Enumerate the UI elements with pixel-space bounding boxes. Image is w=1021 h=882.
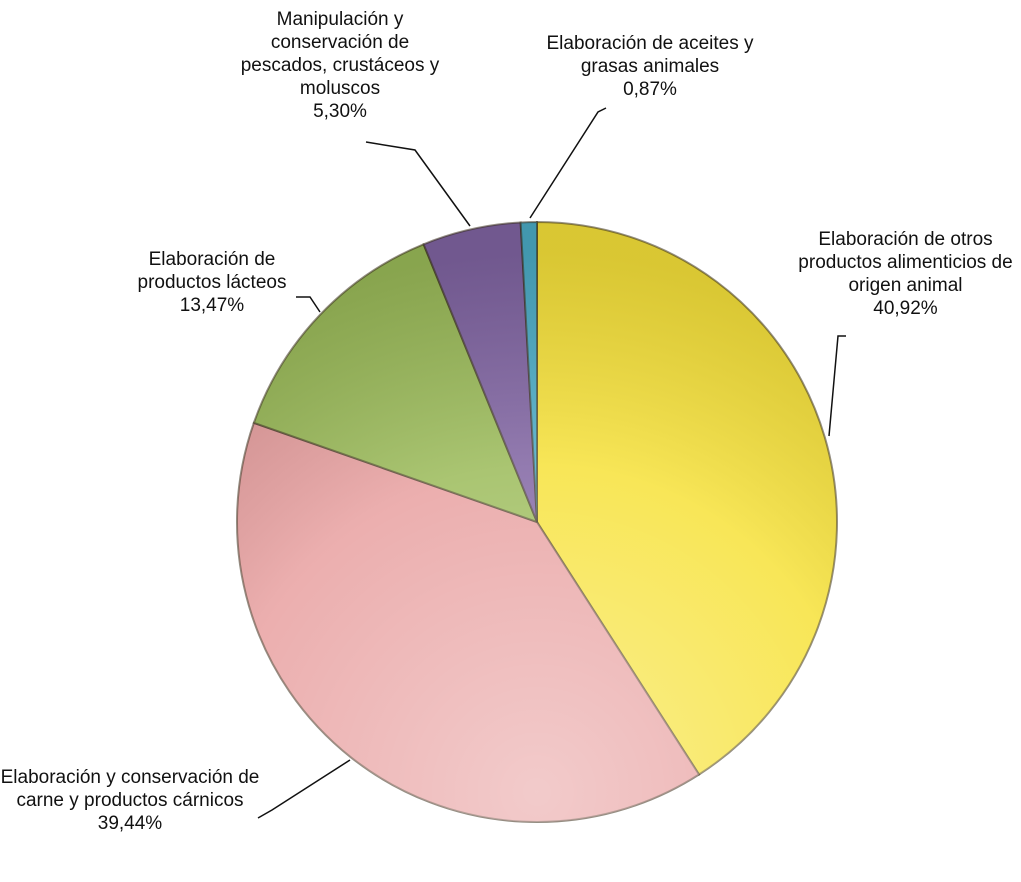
leader-line [365,141,471,227]
value-label: 40,92% [873,298,938,319]
leader-line [828,335,846,437]
slice-label: Elaboración de aceites y grasas animales… [525,32,775,101]
category-name: Elaboración de productos lácteos [137,249,287,293]
slice-label: Elaboración de otros productos alimentic… [788,228,1021,320]
value-label: 13,47% [179,295,245,316]
value-label: 5,30% [313,101,367,122]
value-label: 0,87% [623,79,677,100]
slice-label: Manipulación y conservación de pescados,… [225,8,455,123]
leader-line [257,759,351,819]
slice-label: Elaboración y conservación de carne y pr… [0,766,260,835]
category-name: Elaboración de aceites y grasas animales [546,33,754,77]
slice-label: Elaboración de productos lácteos 13,47% [112,248,312,317]
category-name: Elaboración de otros productos alimentic… [798,229,1013,296]
leader-lines [257,107,846,819]
category-name: Elaboración y conservación de carne y pr… [0,767,260,811]
category-name: Manipulación y conservación de pescados,… [240,9,440,99]
leader-line [296,296,321,313]
pie [236,220,838,823]
leader-line [529,107,607,219]
value-label: 39,44% [97,813,163,834]
